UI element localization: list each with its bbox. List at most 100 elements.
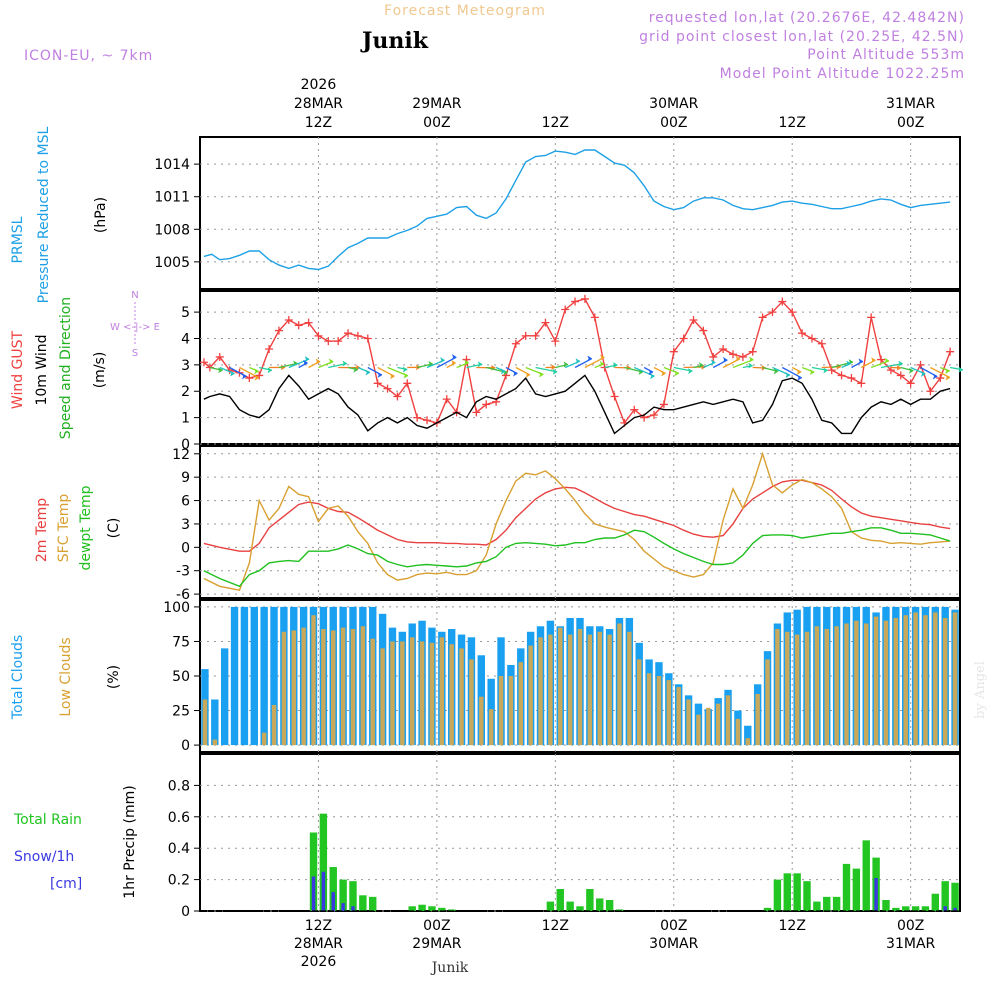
gust-marker <box>936 374 945 383</box>
rain-bar <box>911 906 920 911</box>
rain-bar <box>793 873 801 911</box>
wind-arrow-head <box>661 370 667 377</box>
low-clouds-bar <box>794 634 800 746</box>
snow-bar <box>331 892 335 911</box>
gust-marker <box>748 347 757 356</box>
low-clouds-bar <box>873 616 879 746</box>
snow-bar <box>341 903 345 911</box>
y-tick-label: 0.4 <box>168 841 190 857</box>
wind-arrow-head <box>342 360 348 367</box>
total-clouds-bar <box>230 606 239 746</box>
low-clouds-bar <box>301 627 306 746</box>
gust-marker <box>867 313 876 322</box>
rain-bar <box>882 900 890 911</box>
wind-arrow-head <box>550 364 556 371</box>
model-label: ICON-EU, ~ 7km <box>24 48 153 64</box>
temp-panel <box>199 445 961 599</box>
gust-marker <box>580 294 589 303</box>
gust-marker <box>630 405 639 414</box>
rain-bar <box>349 881 357 911</box>
wind-arrow-head <box>402 366 408 373</box>
wind-arrow-head <box>525 371 531 379</box>
sfc-label: SFC Temp <box>56 494 72 563</box>
gust-marker <box>699 326 708 335</box>
low-clouds-bar <box>212 739 218 746</box>
low-clouds-bar <box>844 623 849 746</box>
low-clouds-bar <box>617 623 622 746</box>
top-time-label: 00Z <box>423 115 450 131</box>
gust-marker <box>393 392 402 401</box>
wind-arrow-head <box>218 367 224 374</box>
wind-arrow-head <box>846 360 852 367</box>
gust-marker <box>798 329 807 338</box>
low-clouds-bar <box>666 680 672 746</box>
wind-arrow-head <box>898 360 904 367</box>
y-tick-layer: 1005100810111014012345-6-303691202550751… <box>154 157 200 920</box>
wind-arrow-head <box>599 354 605 361</box>
y-tick-label: 6 <box>181 494 190 510</box>
bottom-time-label: 00Z <box>423 918 450 934</box>
y-tick-label: 0.2 <box>168 873 190 889</box>
y-tick-label: 3 <box>181 517 190 533</box>
low-clouds-bar <box>409 637 415 746</box>
total-clouds-bar <box>211 699 219 746</box>
low-clouds-bar <box>439 637 445 746</box>
rain-bar <box>438 907 446 911</box>
point-altitude: Point Altitude 553m <box>807 47 965 63</box>
rain-bar <box>359 895 367 911</box>
low-clouds-bar <box>725 695 731 746</box>
low-clouds-bar <box>933 612 938 746</box>
wind-arrow-head <box>748 362 754 369</box>
y-tick-label: 0 <box>181 904 190 920</box>
wind-arrow-head <box>599 360 605 367</box>
gust-marker <box>215 352 224 361</box>
top-time-label: 31MAR <box>886 96 935 112</box>
gust-marker <box>363 334 372 343</box>
temp-unit: (C) <box>106 518 122 539</box>
wind-arrow-head <box>735 355 741 362</box>
low-clouds-bar <box>715 703 721 746</box>
wind-arrow-head <box>575 358 581 365</box>
gust-marker <box>610 392 619 401</box>
y-tick-label: 1014 <box>154 157 190 173</box>
wind-arrow-head <box>648 369 654 376</box>
wind-panel <box>199 290 961 445</box>
wind-arrow-head <box>451 359 457 366</box>
wind-arrow-head <box>797 374 803 382</box>
total-clouds-label: Total Clouds <box>10 635 26 720</box>
gust-marker <box>689 316 698 325</box>
rain-bar <box>556 889 564 911</box>
title-top: Forecast Meteogram <box>384 3 546 19</box>
y-tick-label: 0 <box>181 738 190 754</box>
wind10-line <box>203 374 951 435</box>
low-clouds-bar <box>775 629 780 746</box>
wind-arrow-head <box>908 367 914 374</box>
low-clouds-bar <box>400 641 405 746</box>
y-tick-label: 5 <box>181 305 190 321</box>
low-clouds-bar <box>597 631 602 746</box>
precip-axis-label: 1hr Precip (mm) <box>122 785 138 898</box>
top-time-label: 29MAR <box>412 96 461 112</box>
wind-arrow-head <box>315 358 321 365</box>
low-clouds-bar <box>706 707 711 746</box>
y-tick-label: 9 <box>181 470 190 486</box>
wind-arrow-head <box>552 368 558 375</box>
gust-marker <box>561 305 570 314</box>
y-tick-label: 25 <box>172 704 190 720</box>
top-time-label: 12Z <box>779 115 806 131</box>
low-clouds-bar <box>202 699 208 746</box>
wind-arrow-head <box>945 367 951 375</box>
wind-arrow-head <box>587 355 593 362</box>
gust-marker <box>265 345 274 354</box>
bottom-time-label: 30MAR <box>649 936 698 952</box>
low-clouds-bar <box>311 615 316 746</box>
gust-marker <box>679 334 688 343</box>
gust-marker <box>906 379 915 388</box>
requested-lonlat: requested lon,lat (20.2676E, 42.4842N) <box>649 10 965 26</box>
speed-dir-label: Speed and Direction <box>58 297 74 439</box>
bottom-time-label: 00Z <box>897 918 924 934</box>
rain-bar <box>773 879 782 911</box>
gust-marker <box>877 355 886 364</box>
low-clouds-bar <box>696 714 701 746</box>
low-clouds-bar <box>785 631 790 746</box>
